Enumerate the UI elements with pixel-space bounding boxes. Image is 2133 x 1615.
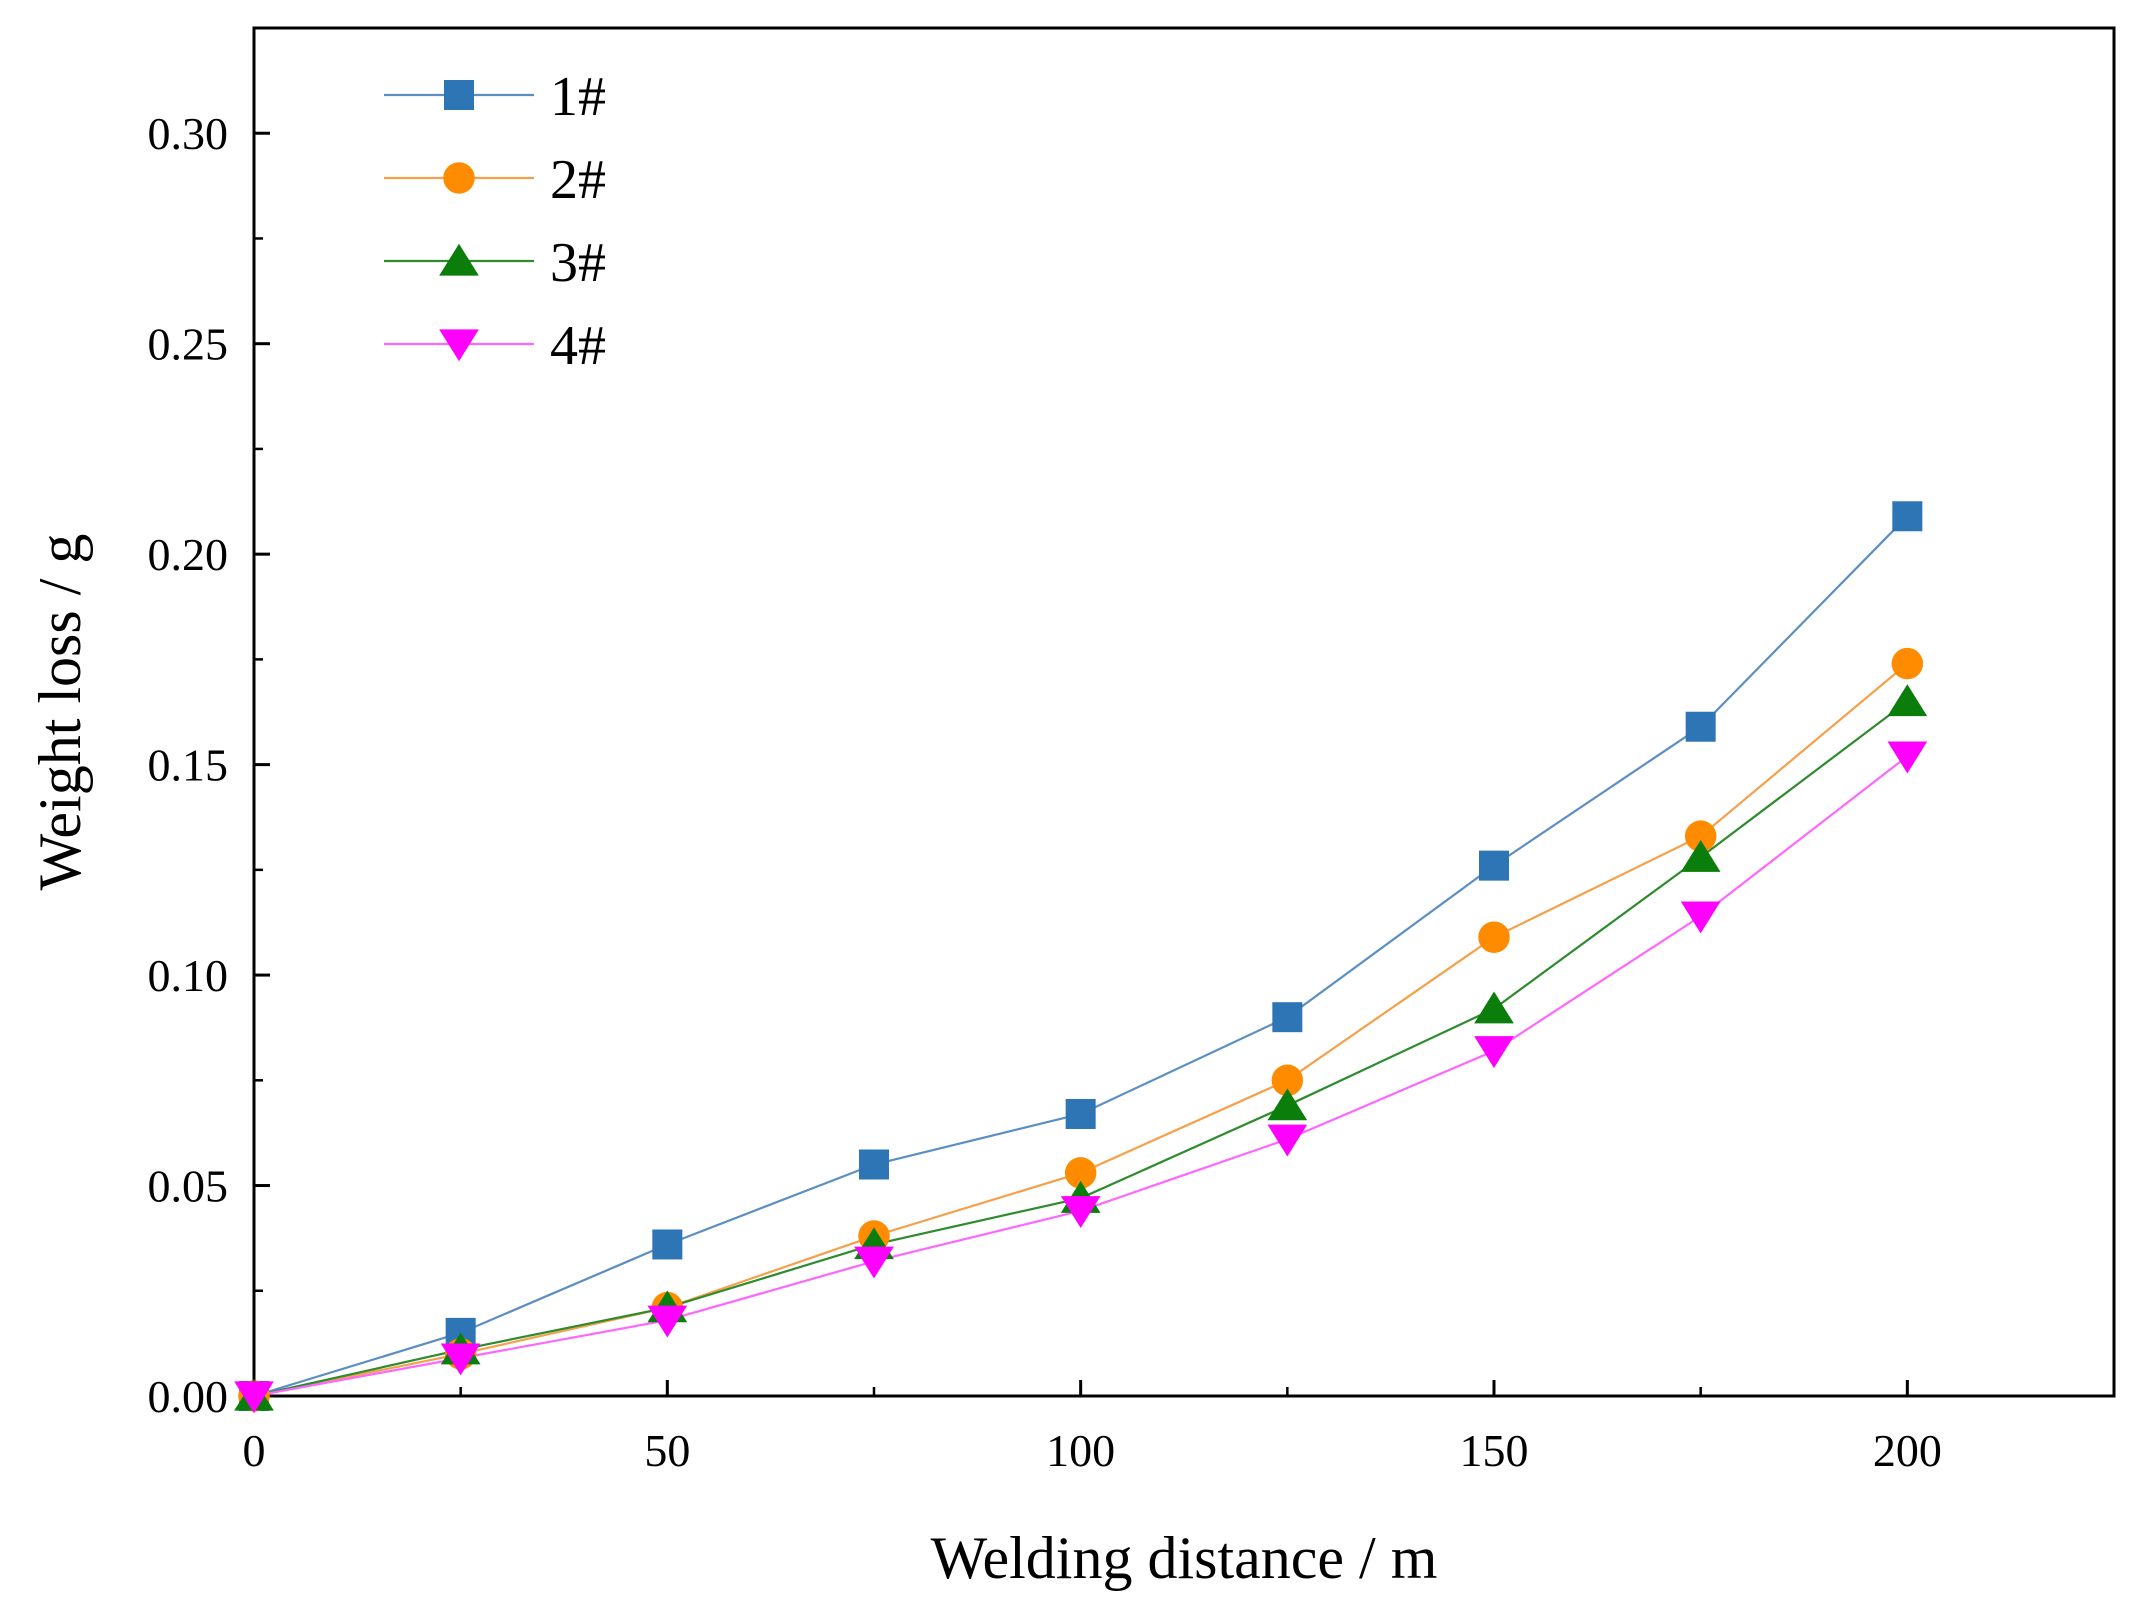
series-markers <box>234 501 1928 1414</box>
x-axis-title: Welding distance / m <box>931 1525 1438 1591</box>
data-point-series-3 <box>1680 839 1721 872</box>
data-point-series-1 <box>1065 1098 1096 1129</box>
data-point-series-1 <box>1479 850 1509 881</box>
y-tick-label: 0.25 <box>148 319 229 370</box>
x-tick-label: 50 <box>644 1425 690 1476</box>
data-point-series-1 <box>859 1149 889 1180</box>
x-tick-label: 200 <box>1873 1425 1942 1476</box>
data-point-series-4 <box>1680 901 1721 934</box>
y-tick-label: 0.20 <box>148 529 229 580</box>
x-tick-label: 100 <box>1046 1425 1115 1476</box>
data-point-series-4 <box>1060 1196 1101 1229</box>
y-axis-title: Weight loss / g <box>27 534 93 891</box>
data-point-series-2 <box>1271 1064 1304 1097</box>
legend-marker <box>439 329 479 362</box>
legend-label: 4# <box>550 315 606 377</box>
x-axis: 0 50 100 150 200 <box>243 1380 1942 1476</box>
data-point-series-3 <box>1267 1088 1308 1121</box>
data-point-series-1 <box>652 1229 683 1260</box>
y-tick-label: 0.15 <box>148 740 229 791</box>
y-tick-label: 0.00 <box>148 1371 229 1422</box>
data-point-series-4 <box>1267 1124 1308 1157</box>
legend-label: 1# <box>550 66 606 128</box>
legend-marker <box>443 162 475 194</box>
legend-marker <box>439 243 479 276</box>
data-point-series-4 <box>440 1343 481 1376</box>
data-point-series-2 <box>1891 647 1924 680</box>
data-point-series-1 <box>1685 711 1716 742</box>
data-point-series-2 <box>1684 820 1717 852</box>
data-point-series-4 <box>1474 1036 1514 1069</box>
legend-marker <box>444 80 474 110</box>
y-tick-label: 0.10 <box>148 950 229 1001</box>
legend: 1# 2# 3# 4# <box>384 66 606 377</box>
x-tick-label: 0 <box>243 1425 266 1476</box>
data-point-series-2 <box>1064 1157 1097 1189</box>
x-tick-label: 150 <box>1460 1425 1529 1476</box>
legend-label: 2# <box>550 149 606 211</box>
plot-area <box>252 26 2116 1398</box>
data-point-series-1 <box>1272 1002 1303 1033</box>
data-point-series-3 <box>1887 684 1928 717</box>
legend-label: 3# <box>550 232 606 294</box>
y-tick-label: 0.30 <box>148 108 229 159</box>
data-point-series-2 <box>1478 921 1510 953</box>
data-point-series-4 <box>854 1246 894 1279</box>
data-point-series-1 <box>1892 501 1923 532</box>
data-point-series-4 <box>234 1381 274 1414</box>
data-point-series-4 <box>1887 741 1928 774</box>
data-point-series-3 <box>1474 991 1514 1024</box>
y-axis: 0.00 0.05 0.10 0.15 0.20 0.25 0.30 <box>148 26 270 1422</box>
data-point-series-4 <box>647 1305 688 1338</box>
y-tick-label: 0.05 <box>148 1161 229 1212</box>
